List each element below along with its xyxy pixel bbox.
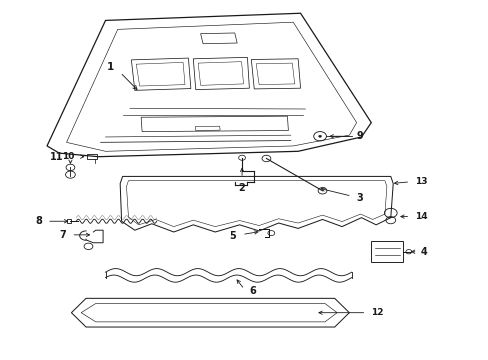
- Text: 3: 3: [356, 193, 363, 203]
- Text: 4: 4: [420, 247, 427, 257]
- Text: 1: 1: [106, 62, 114, 72]
- Circle shape: [318, 135, 321, 137]
- Text: 7: 7: [60, 230, 66, 240]
- Text: 11: 11: [50, 152, 63, 162]
- Text: 14: 14: [414, 212, 427, 221]
- Text: 13: 13: [414, 177, 427, 186]
- Text: 12: 12: [370, 308, 383, 317]
- Text: 9: 9: [356, 131, 363, 141]
- Text: 2: 2: [238, 183, 245, 193]
- Text: 8: 8: [35, 216, 42, 226]
- Text: 5: 5: [228, 231, 235, 241]
- Text: 6: 6: [249, 286, 256, 296]
- Text: 10: 10: [62, 152, 75, 161]
